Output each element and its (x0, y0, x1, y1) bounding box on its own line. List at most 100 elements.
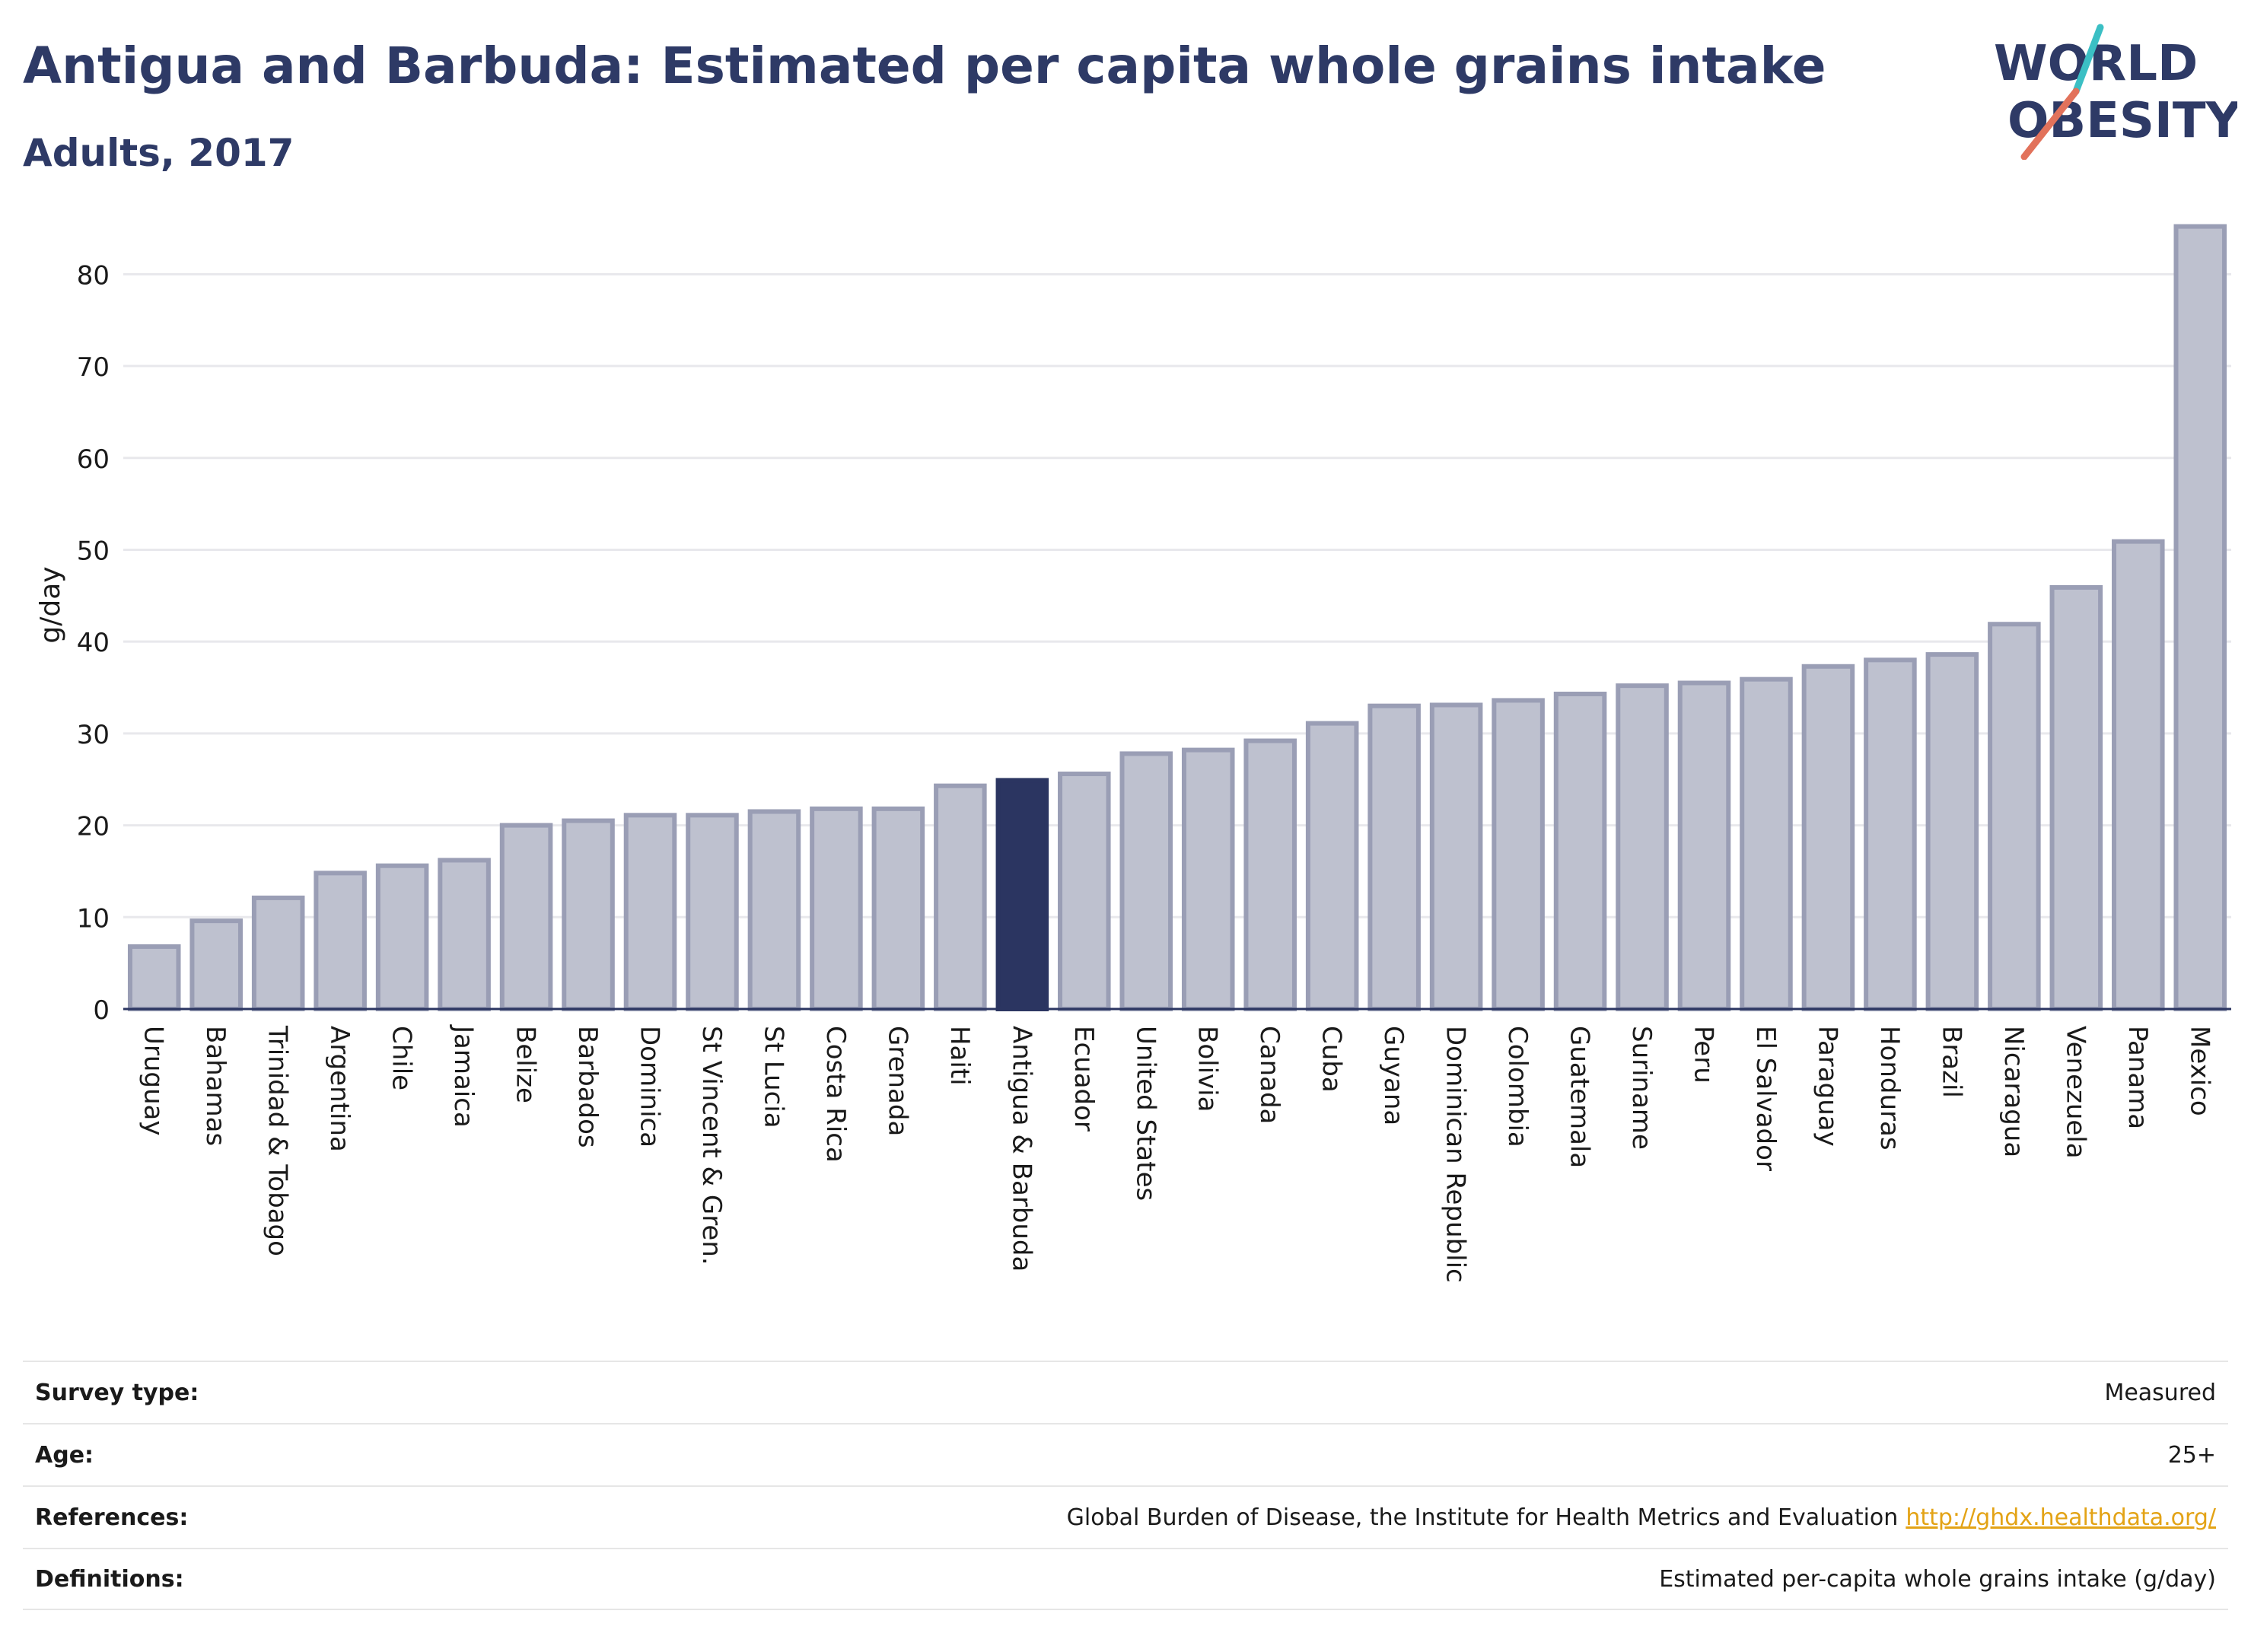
info-row-survey-type: Survey type: Measured (23, 1361, 2228, 1423)
x-tick-label: Canada (1254, 1026, 1285, 1124)
bar (1616, 683, 1669, 1011)
bar (1243, 738, 1297, 1011)
bar (1801, 664, 1855, 1011)
bar (1367, 703, 1421, 1011)
x-tick-label: Chile (387, 1026, 417, 1090)
x-tick-label: Mexico (2184, 1026, 2214, 1116)
bar (2049, 584, 2103, 1011)
x-tick-label: Brazil (1936, 1026, 1966, 1098)
bar (1925, 652, 1979, 1012)
bar (1181, 747, 1235, 1012)
x-tick-label: Guyana (1378, 1026, 1409, 1125)
survey-type-label: Survey type: (35, 1379, 199, 1406)
y-tick-label: 80 (77, 260, 110, 291)
references-link[interactable]: http://ghdx.healthdata.org/ (1906, 1504, 2216, 1531)
x-tick-label: Dominican Republic (1441, 1026, 1471, 1283)
x-tick-label: El Salvador (1750, 1026, 1781, 1171)
bar (189, 918, 243, 1011)
y-tick-label: 40 (77, 628, 110, 658)
bar (623, 813, 677, 1011)
y-tick-label: 0 (93, 995, 110, 1026)
definitions-value: Estimated per-capita whole grains intake… (1659, 1565, 2216, 1593)
bar (747, 809, 801, 1011)
age-value: 25+ (2167, 1441, 2216, 1469)
logo-text-obesity: OBESITY (2007, 93, 2237, 149)
chart-subtitle: Adults, 2017 (23, 131, 295, 175)
bar (871, 806, 925, 1012)
bars (127, 224, 2227, 1012)
y-tick-label: 20 (77, 812, 110, 842)
bar (375, 863, 429, 1012)
x-tick-label: Nicaragua (1998, 1026, 2029, 1157)
x-tick-label: St Vincent & Gren. (696, 1026, 727, 1265)
bar (2173, 224, 2227, 1011)
x-tick-label: Antigua & Barbuda (1006, 1026, 1036, 1272)
y-tick-label: 70 (77, 352, 110, 383)
x-tick-label: Colombia (1502, 1026, 1533, 1147)
y-axis-ticks: 0 10 20 30 40 50 60 70 80 (77, 260, 110, 1026)
bar (934, 783, 987, 1011)
logo-slash-teal (2072, 24, 2104, 95)
survey-type-value: Measured (2104, 1379, 2216, 1406)
bar (1429, 702, 1483, 1011)
x-tick-label: Bolivia (1192, 1026, 1223, 1112)
x-tick-label: St Lucia (758, 1026, 788, 1128)
bar (499, 823, 553, 1012)
x-tick-label: Uruguay (138, 1026, 169, 1136)
bar (314, 871, 367, 1012)
chart-title: Antigua and Barbuda: Estimated per capit… (23, 37, 1826, 95)
bar (1553, 691, 1607, 1011)
bar (810, 806, 863, 1012)
world-obesity-logo: WORLD OBESITY (1994, 24, 2237, 160)
bar (1119, 751, 1173, 1011)
definitions-label: Definitions: (35, 1565, 184, 1593)
references-label: References: (35, 1504, 189, 1531)
bar-highlighted (995, 778, 1049, 1012)
references-text: Global Burden of Disease, the Institute … (1066, 1504, 1899, 1531)
y-tick-label: 60 (77, 444, 110, 475)
references-value: Global Burden of Disease, the Institute … (1067, 1504, 2216, 1531)
x-tick-label: Venezuela (2060, 1026, 2090, 1159)
x-tick-label: Peru (1689, 1026, 1719, 1084)
y-tick-label: 50 (77, 536, 110, 566)
bar-chart: 0 10 20 30 40 50 60 70 80 Uruguay Bahamas Trinidad… (35, 224, 2231, 1283)
x-tick-label: Grenada (882, 1026, 912, 1136)
x-tick-label: Guatemala (1565, 1026, 1595, 1168)
x-tick-label: Jamaica (448, 1024, 479, 1128)
bar (127, 944, 181, 1012)
bar (1492, 698, 1545, 1011)
x-tick-label: Cuba (1317, 1026, 1347, 1093)
bar (438, 858, 491, 1011)
x-tick-label: Barbados (572, 1026, 603, 1148)
bar (251, 895, 305, 1012)
x-axis-labels: Uruguay Bahamas Trinidad & Tobago Argentina… (138, 1024, 2215, 1283)
bar (1058, 771, 1111, 1011)
info-row-definitions: Definitions: Estimated per-capita whole … (23, 1548, 2228, 1610)
x-tick-label: Bahamas (200, 1026, 231, 1146)
x-tick-label: Suriname (1626, 1026, 1657, 1150)
bar (562, 818, 615, 1012)
x-tick-label: Belize (511, 1026, 541, 1103)
bar (1740, 676, 1793, 1011)
x-tick-label: Trinidad & Tobago (263, 1025, 293, 1256)
x-tick-label: Panama (2122, 1026, 2153, 1129)
x-tick-label: Argentina (324, 1026, 355, 1152)
bar (1305, 721, 1359, 1011)
x-tick-label: United States (1130, 1026, 1161, 1201)
bar (1677, 680, 1731, 1012)
x-tick-label: Ecuador (1068, 1026, 1099, 1132)
info-table: Survey type: Measured Age: 25+ Reference… (23, 1361, 2228, 1610)
x-tick-label: Dominica (635, 1026, 665, 1147)
x-tick-label: Honduras (1874, 1026, 1905, 1151)
bar (1864, 657, 1917, 1011)
logo-slash-red (2020, 88, 2080, 160)
x-tick-label: Costa Rica (820, 1026, 851, 1163)
info-row-age: Age: 25+ (23, 1423, 2228, 1485)
bar (686, 813, 739, 1011)
bar (1988, 622, 2041, 1012)
y-tick-label: 30 (77, 720, 110, 750)
info-row-references: References: Global Burden of Disease, th… (23, 1485, 2228, 1548)
age-label: Age: (35, 1441, 94, 1469)
x-tick-label: Paraguay (1812, 1026, 1842, 1147)
bar (2112, 539, 2165, 1011)
